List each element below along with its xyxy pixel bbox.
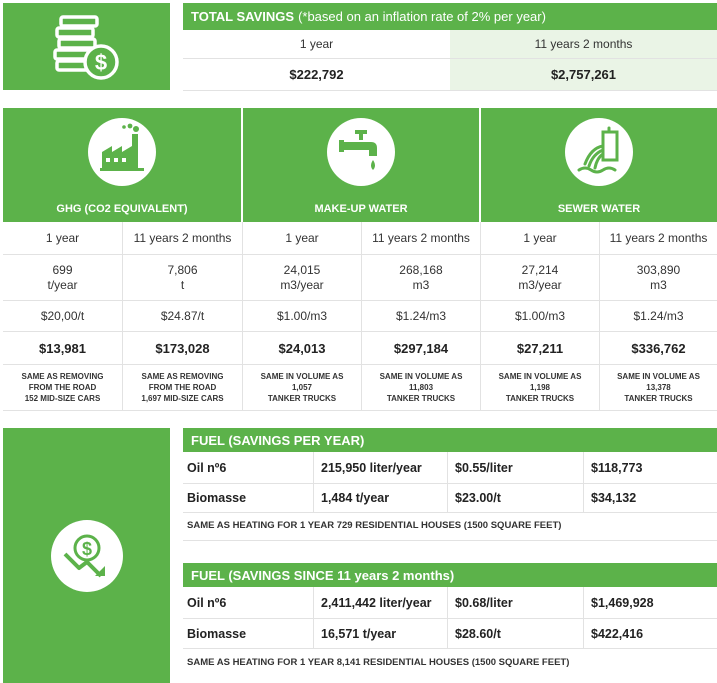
fuel-since-row-1-savings: $1,469,928 [591,595,654,610]
ghg-volume-2: 7,806 t [167,262,198,292]
sewer-water-icon-panel [481,108,717,195]
makeup-water-header: MAKE-UP WATER [243,195,479,222]
sewer-volume-1: 27,214 m3/year [518,262,562,292]
fuel-since-row-2-type: Biomasse [187,626,247,641]
total-value-2: $2,757,261 [450,59,717,90]
sewer-outfall-icon [565,117,633,186]
sewer-equivalence-1: SAME IN VOLUME AS 1,198 TANKER TRUCKS [498,372,582,403]
fuel-year-row-2-savings: $34,132 [591,491,637,505]
ghg-rate-2: $24.87/t [160,308,205,323]
fuel-icon-panel: $ [3,428,170,683]
makeup-equivalence-1: SAME IN VOLUME AS 1,057 TANKER TRUCKS [260,372,344,403]
svg-text:$: $ [81,539,91,559]
fuel-year-row-1-savings: $118,773 [591,460,643,475]
ghg-icon-panel [3,108,241,195]
sewer-rate-2: $1.24/m3 [633,308,684,323]
ghg-savings-1: $13,981 [39,340,86,356]
sewer-savings-2: $336,762 [631,340,686,356]
fuel-since-row-1-rate: $0.68/liter [455,595,513,610]
makeup-period-1: 1 year [285,230,319,245]
fuel-year-row-2-type: Biomasse [187,491,247,505]
makeup-equivalence-2: SAME IN VOLUME AS 11,803 TANKER TRUCKS [379,372,463,403]
fuel-year-note: SAME AS HEATING FOR 1 YEAR 729 RESIDENTI… [187,520,562,531]
total-value-1: $222,792 [289,67,344,82]
ghg-equivalence-2: SAME AS REMOVING FROM THE ROAD 1,697 MID-S… [141,372,224,403]
sewer-period-1: 1 year [523,230,557,245]
coins-dollar-icon: $ [52,14,119,80]
total-savings-note: (*based on an inflation rate of 2% per y… [298,9,546,24]
total-period-1: 1 year [299,37,334,51]
makeup-rate-1: $1.00/m3 [276,308,328,323]
coins-panel: $ [3,3,170,90]
sewer-savings-1: $27,211 [516,340,564,356]
sewer-rate-1: $1.00/m3 [514,308,566,323]
fuel-since-row-2-rate: $28.60/t [455,626,501,641]
fuel-year-row-2-rate: $23.00/t [455,491,501,505]
fuel-year-row-1-type: Oil nº6 [187,460,227,475]
fuel-since-header: FUEL (SAVINGS SINCE 11 years 2 months) [183,563,717,587]
ghg-period-1: 1 year [45,230,80,245]
faucet-icon [327,117,395,186]
fuel-since-row-2-volume: 16,571 t/year [321,626,397,641]
fuel-year-row-2-volume: 1,484 t/year [321,491,390,505]
svg-text:$: $ [94,50,106,75]
total-period-2: 11 years 2 months [450,30,717,58]
fuel-since-note: SAME AS HEATING FOR 1 YEAR 8,141 RESIDEN… [187,657,570,668]
ghg-savings-2: $173,028 [155,340,210,356]
ghg-rate-1: $20,00/t [40,308,85,323]
ghg-period-2: 11 years 2 months [133,230,232,245]
makeup-savings-1: $24,013 [278,340,326,356]
factory-icon [88,117,156,186]
fuel-since-row-1-volume: 2,411,442 liter/year [321,595,432,610]
sewer-volume-2: 303,890 m3 [636,262,681,292]
ghg-header: GHG (CO2 EQUIVALENT) [3,195,241,222]
makeup-period-2: 11 years 2 months [372,230,470,245]
sewer-water-header: SEWER WATER [481,195,717,222]
makeup-rate-2: $1.24/m3 [395,308,447,323]
makeup-volume-2: 268,168 m3 [399,262,443,292]
makeup-volume-1: 24,015 m3/year [280,262,324,292]
sewer-equivalence-2: SAME IN VOLUME AS 13,378 TANKER TRUCKS [617,372,700,403]
fuel-per-year-header: FUEL (SAVINGS PER YEAR) [183,428,717,452]
sewer-period-2: 11 years 2 months [609,230,708,245]
makeup-water-icon-panel [243,108,479,195]
makeup-savings-2: $297,184 [393,340,449,356]
total-savings-header: TOTAL SAVINGS (*based on an inflation ra… [183,3,717,30]
fuel-since-row-2-savings: $422,416 [591,626,644,641]
ghg-volume-1: 699 t/year [47,262,78,292]
fuel-since-row-1-type: Oil nº6 [187,595,227,610]
ghg-equivalence-1: SAME AS REMOVING FROM THE ROAD 152 MID-SIZ… [21,372,104,403]
total-savings-label: TOTAL SAVINGS [191,9,295,24]
fuel-year-row-1-volume: 215,950 liter/year [321,460,422,475]
fuel-year-row-1-rate: $0.55/liter [455,460,513,475]
dollar-down-arrow-icon: $ [50,519,123,592]
